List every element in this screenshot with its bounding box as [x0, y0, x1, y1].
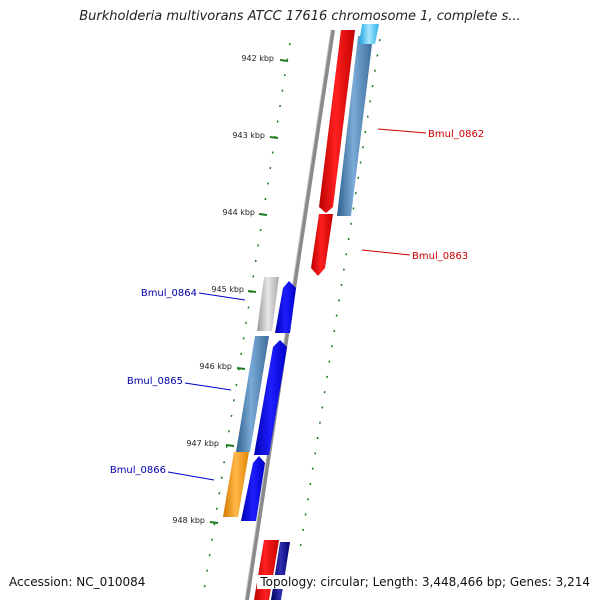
- map-title: Burkholderia multivorans ATCC 17616 chro…: [79, 9, 521, 24]
- gene-label-Bmul_0862[interactable]: Bmul_0862: [428, 129, 484, 140]
- topology-info: Topology: circular; Length: 3,448,466 bp…: [257, 575, 590, 589]
- leader-line-Bmul_0866: [167, 471, 215, 481]
- leader-line-Bmul_0862: [377, 128, 427, 134]
- gene-label-Bmul_0866[interactable]: Bmul_0866: [110, 465, 166, 476]
- gene-Bmul_0863-bar[interactable]: [311, 214, 333, 276]
- ruler-tick: [279, 59, 289, 62]
- gene-features: [223, 24, 379, 600]
- ruler-tick: [236, 367, 246, 370]
- ruler-label: 944 kbp: [222, 208, 255, 217]
- gene-label-Bmul_0865[interactable]: Bmul_0865: [127, 376, 183, 387]
- accession-label: Accession:: [9, 575, 73, 589]
- gene-cyan-top[interactable]: [359, 24, 379, 44]
- accession-info: Accession: NC_010084: [9, 575, 149, 589]
- gene-labels: Bmul_0862 Bmul_0863 Bmul_0864 Bmul_0865 …: [110, 128, 484, 481]
- gene-Bmul_0862-bar[interactable]: [319, 30, 355, 213]
- ruler-tick: [225, 444, 235, 447]
- leader-line-Bmul_0864: [198, 292, 246, 301]
- gene-Bmul_0866-bar[interactable]: [223, 452, 249, 517]
- ruler-label: 942 kbp: [241, 54, 274, 63]
- ruler-label: 945 kbp: [211, 285, 244, 294]
- accession-value: NC_010084: [76, 575, 146, 589]
- ruler-label: 948 kbp: [172, 516, 205, 525]
- gene-steelblue-right[interactable]: [337, 36, 373, 216]
- ruler-tick: [258, 213, 268, 216]
- ruler-label: 946 kbp: [199, 362, 232, 371]
- ruler-tick: [269, 136, 279, 139]
- ruler-tick: [247, 290, 257, 293]
- gene-label-Bmul_0864[interactable]: Bmul_0864: [141, 288, 197, 299]
- ruler-ticks: 942 kbp 943 kbp 944 kbp 945 kbp 946 kbp …: [172, 54, 289, 525]
- ruler-tick: [209, 521, 219, 524]
- gene-Bmul_0864-bar[interactable]: [257, 277, 279, 331]
- ruler-label: 947 kbp: [186, 439, 219, 448]
- outer-ruler-dots: [299, 39, 381, 547]
- gene-Bmul_0865-bar[interactable]: [236, 336, 269, 452]
- leader-line-Bmul_0865: [184, 382, 232, 391]
- gene-blue-arrow-1[interactable]: [275, 281, 296, 333]
- leader-line-Bmul_0863: [361, 249, 411, 256]
- ruler-label: 943 kbp: [232, 131, 265, 140]
- gene-blue-arrow-3[interactable]: [241, 456, 265, 521]
- gene-blue-arrow-2[interactable]: [254, 340, 287, 455]
- gene-label-Bmul_0863[interactable]: Bmul_0863: [412, 251, 468, 262]
